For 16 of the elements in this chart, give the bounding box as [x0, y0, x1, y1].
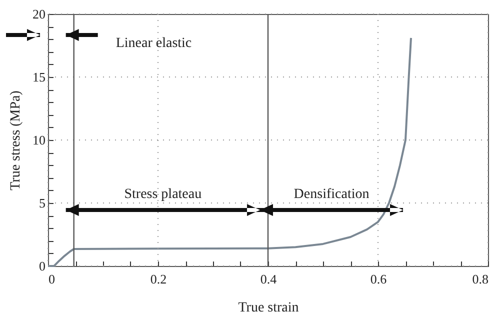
- y-tick-label: 0: [39, 258, 46, 274]
- x-tick-label: 0.4: [260, 272, 278, 286]
- y-tick-label: 20: [32, 6, 46, 22]
- x-tick-label: 0.6: [370, 272, 388, 286]
- annotation: Linear elastic: [116, 36, 192, 51]
- x-tick-label: 0: [48, 272, 55, 286]
- line-series: [47, 36, 412, 267]
- x-tick-label: 0.2: [150, 272, 167, 286]
- x-axis-title: True strain: [238, 300, 299, 316]
- annotation: Densification: [294, 187, 370, 202]
- annotation: Stress plateau: [124, 187, 202, 202]
- y-tick-label: 15: [32, 70, 46, 84]
- x-tick-label: 0.8: [472, 272, 488, 286]
- y-tick-label: 10: [32, 132, 46, 148]
- y-axis-title: True stress (MPa): [8, 90, 24, 190]
- y-tick-label: 5: [39, 196, 46, 210]
